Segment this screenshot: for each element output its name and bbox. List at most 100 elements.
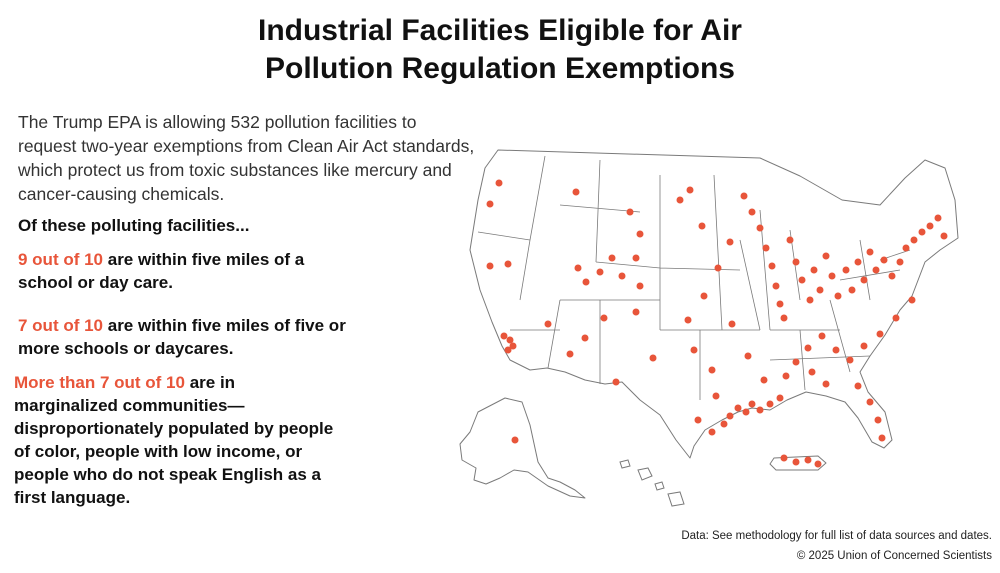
facility-marker [772, 282, 780, 290]
facility-marker [728, 320, 736, 328]
facility-marker [756, 224, 764, 232]
facility-marker [918, 228, 926, 236]
hawaii-island [619, 459, 631, 469]
facility-marker [792, 358, 800, 366]
facility-marker [816, 286, 824, 294]
hawaii-island [667, 491, 685, 507]
facility-marker [618, 272, 626, 280]
facility-marker [632, 254, 640, 262]
facility-marker [649, 354, 657, 362]
facility-marker [860, 276, 868, 284]
lead-heading: Of these polluting facilities... [18, 216, 250, 235]
page-title: Industrial Facilities Eligible for Air P… [180, 12, 820, 88]
facility-marker [714, 264, 722, 272]
facility-marker [808, 368, 816, 376]
facility-marker [766, 400, 774, 408]
facility-marker [544, 320, 552, 328]
facility-marker [832, 346, 840, 354]
facility-marker [581, 334, 589, 342]
facility-marker [690, 346, 698, 354]
facility-marker [762, 244, 770, 252]
facility-marker [608, 254, 616, 262]
stat-text: are in marginalized communities—dispropo… [14, 373, 334, 507]
facility-marker [896, 258, 904, 266]
facility-marker [780, 454, 788, 462]
facility-marker [776, 394, 784, 402]
facility-marker [810, 266, 818, 274]
facility-marker [828, 272, 836, 280]
facility-marker [792, 258, 800, 266]
copyright-note: © 2025 Union of Concerned Scientists [796, 550, 992, 562]
facility-marker [760, 376, 768, 384]
facility-marker [726, 238, 734, 246]
facility-marker [792, 458, 800, 466]
facility-marker [776, 300, 784, 308]
contiguous-us-outline [469, 149, 959, 459]
stat-highlight: More than 7 out of 10 [14, 373, 185, 392]
facility-marker [926, 222, 934, 230]
facility-marker [854, 382, 862, 390]
title-line-2: Pollution Regulation Exemptions [264, 52, 735, 85]
facility-marker [822, 252, 830, 260]
facility-marker [876, 330, 884, 338]
hawaii-islands [619, 459, 685, 507]
facility-marker [804, 456, 812, 464]
facility-marker [744, 352, 752, 360]
facility-marker [740, 192, 748, 200]
facility-marker [574, 264, 582, 272]
alaska-outline [459, 397, 586, 499]
facility-marker [848, 286, 856, 294]
facility-marker [708, 366, 716, 374]
facility-marker [504, 260, 512, 268]
facility-marker [768, 262, 776, 270]
facility-marker [742, 408, 750, 416]
facility-marker [632, 308, 640, 316]
facility-marker [612, 378, 620, 386]
facility-marker [902, 244, 910, 252]
facility-marker [782, 372, 790, 380]
facility-marker [874, 416, 882, 424]
facility-markers [486, 179, 948, 468]
facility-marker [734, 404, 742, 412]
facility-marker [700, 292, 708, 300]
hawaii-island [637, 467, 653, 481]
facility-marker [626, 208, 634, 216]
facility-marker [686, 186, 694, 194]
facility-marker [694, 416, 702, 424]
facility-marker [834, 292, 842, 300]
facility-marker [878, 434, 886, 442]
facility-marker [822, 380, 830, 388]
facility-marker [596, 268, 604, 276]
facility-marker [486, 200, 494, 208]
facility-marker [566, 350, 574, 358]
facility-marker [698, 222, 706, 230]
facility-marker [511, 436, 519, 444]
facility-marker [504, 346, 512, 354]
facility-marker [500, 332, 508, 340]
stat-highlight: 9 out of 10 [18, 250, 104, 269]
facility-marker [854, 258, 862, 266]
facility-marker [720, 420, 728, 428]
facility-marker [880, 256, 888, 264]
facility-marker [846, 356, 854, 364]
stat-text: are within five miles of five or more sc… [18, 316, 346, 358]
facility-marker [506, 336, 514, 344]
facility-marker [676, 196, 684, 204]
facility-marker [910, 236, 918, 244]
facility-marker [495, 179, 503, 187]
facility-marker [748, 208, 756, 216]
stat-school-proximity: 9 out of 10 are within five miles of a s… [18, 248, 348, 294]
stat-multiple-schools: 7 out of 10 are within five miles of fiv… [18, 314, 348, 360]
facility-marker [748, 400, 756, 408]
facility-marker [842, 266, 850, 274]
facility-marker [798, 276, 806, 284]
facility-marker [572, 188, 580, 196]
facility-marker [582, 278, 590, 286]
hawaii-island [654, 481, 665, 491]
us-facilities-map [459, 149, 959, 507]
facility-marker [892, 314, 900, 322]
facility-marker [814, 460, 822, 468]
facility-marker [872, 266, 880, 274]
facility-marker [636, 282, 644, 290]
facility-marker [934, 214, 942, 222]
